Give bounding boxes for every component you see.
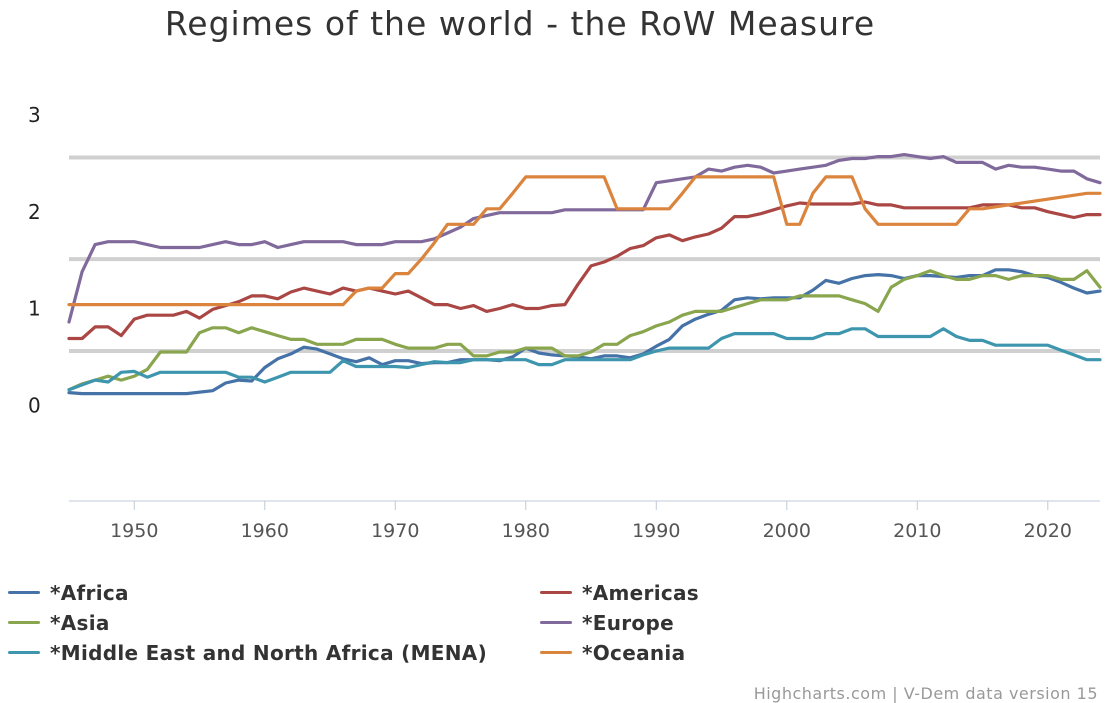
legend-label: *Asia xyxy=(50,610,110,635)
x-tick-label: 1960 xyxy=(241,520,289,542)
grid-lines xyxy=(69,155,1100,354)
series-line-4[interactable] xyxy=(67,153,1102,324)
series-line-2[interactable] xyxy=(67,200,1102,341)
x-axis-ticks: 1950 1960 1970 1980 1990 2000 2010 2020 xyxy=(110,501,1072,542)
x-tick-label: 1950 xyxy=(110,520,158,542)
x-tick-label: 2000 xyxy=(763,520,811,542)
legend-label: *Oceania xyxy=(582,640,686,665)
x-tick-label: 2020 xyxy=(1024,520,1072,542)
legend-label: *Europe xyxy=(582,610,674,635)
y-tick-label: 3 xyxy=(28,103,41,127)
y-tick-label: 1 xyxy=(28,297,41,321)
y-tick-label: 2 xyxy=(28,200,41,224)
legend-label: *Americas xyxy=(582,580,700,605)
y-tick-label: 0 xyxy=(28,393,41,417)
x-tick-label: 1990 xyxy=(632,520,680,542)
legend-item[interactable]: *Africa xyxy=(8,580,540,605)
legend-item[interactable]: *Asia xyxy=(8,610,540,635)
legend: *Africa *Americas *Asia *Europe *Middle East… xyxy=(8,580,1108,665)
chart-title: Regimes of the world - the RoW Measure xyxy=(164,4,876,43)
legend-item[interactable]: *Europe xyxy=(540,610,1072,635)
y-axis-ticks: 0 1 2 3 xyxy=(28,103,41,417)
legend-swatch xyxy=(8,651,40,654)
legend-item[interactable]: *Oceania xyxy=(540,640,1072,665)
series-line-5[interactable] xyxy=(67,327,1102,392)
legend-swatch xyxy=(8,591,40,594)
legend-swatch xyxy=(540,591,572,594)
legend-swatch xyxy=(8,621,40,624)
series-lines xyxy=(67,153,1102,396)
legend-item[interactable]: *Americas xyxy=(540,580,1072,605)
series-line-6[interactable] xyxy=(67,175,1102,307)
x-tick-label: 2010 xyxy=(893,520,941,542)
legend-label: *Middle East and North Africa (MENA) xyxy=(50,640,488,665)
legend-swatch xyxy=(540,621,572,624)
credits-link[interactable]: Highcharts.com | V-Dem data version 15 xyxy=(753,684,1098,703)
legend-item[interactable]: *Middle East and North Africa (MENA) xyxy=(8,640,540,665)
x-tick-label: 1980 xyxy=(502,520,550,542)
line-chart: 0 1 2 3 1950 1960 1970 1980 1990 2000 2010 2020 xyxy=(28,103,1102,542)
legend-swatch xyxy=(540,651,572,654)
series-line-3[interactable] xyxy=(67,269,1102,392)
legend-label: *Africa xyxy=(50,580,129,605)
x-tick-label: 1970 xyxy=(371,520,419,542)
